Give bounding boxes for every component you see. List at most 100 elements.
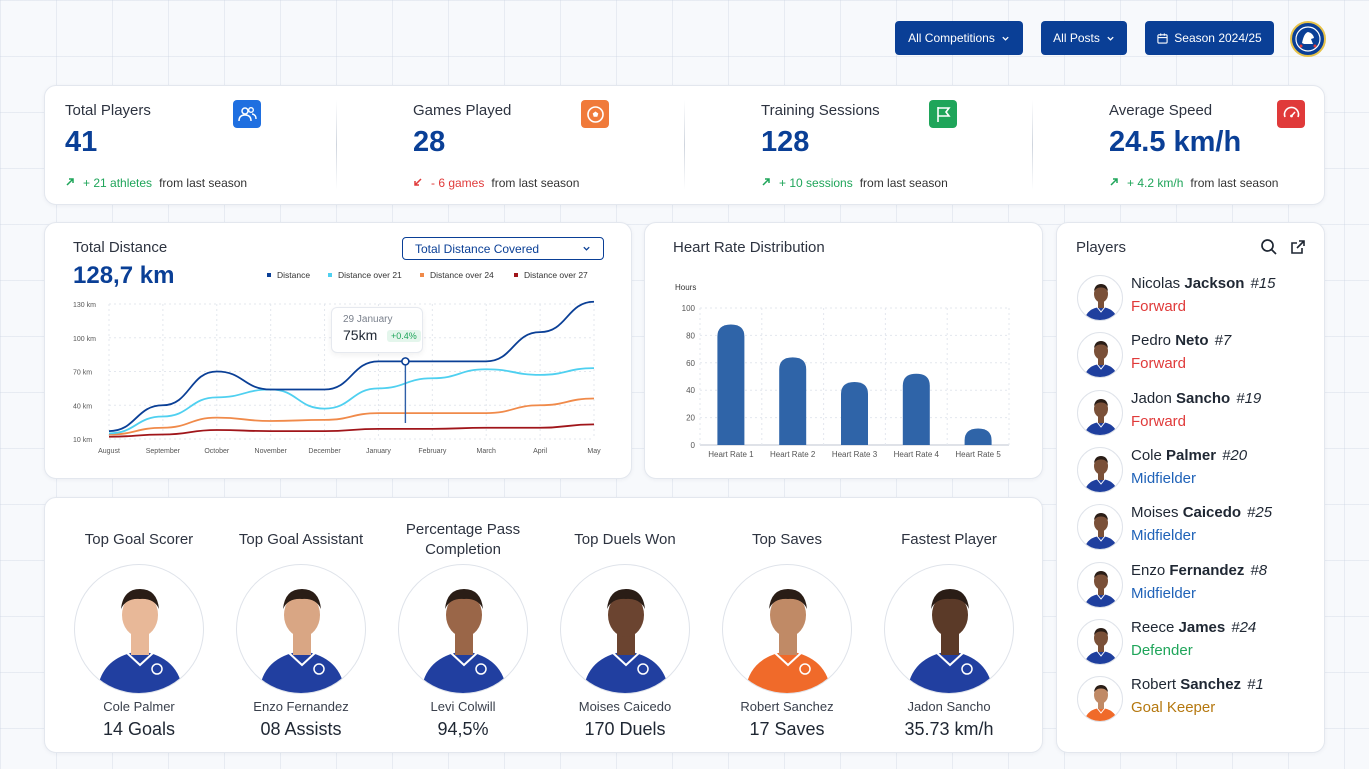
player-number: #25 (1247, 504, 1273, 522)
player-first-name: Nicolas (1131, 275, 1185, 292)
avatar (1077, 504, 1123, 551)
y-tick-label: 100 (682, 304, 696, 313)
performer-photo (560, 564, 690, 694)
posts-dropdown[interactable]: All Posts (1041, 21, 1127, 55)
player-number: #15 (1250, 275, 1276, 292)
x-tick-label: September (146, 448, 181, 455)
top-performer: Top Goal Assistant Enzo Fernandez 08 Assis… (227, 498, 375, 748)
player-list-item[interactable]: Moises Caicedo #25 Midfielder (1075, 504, 1315, 556)
y-tick-label: 100 km (73, 336, 96, 343)
x-tick-label: October (204, 448, 230, 455)
player-last-name: Caicedo (1182, 504, 1242, 522)
y-tick-label: 0 (691, 441, 696, 450)
y-tick-label: 70 km (73, 370, 92, 377)
heart-rate-bar-chart: Hours 100 80 60 40 20 0 Heart Rate 1 Heart Rate … (675, 283, 1010, 459)
player-list-item[interactable]: Pedro Neto #7 Forward (1075, 332, 1315, 384)
performer-value: 94,5% (437, 719, 489, 739)
player-list-item[interactable]: Cole Palmer #20 Midfielder (1075, 446, 1315, 499)
performer-name: Levi Colwill (430, 699, 496, 714)
x-tick-label: August (98, 448, 120, 455)
hover-point (401, 357, 410, 366)
performer-category: Top Goal Scorer (84, 531, 194, 548)
bar (902, 373, 930, 445)
player-name: Nicolas Jackson #15 (1131, 275, 1275, 292)
x-tick-label: Heart Rate 1 (708, 450, 754, 459)
x-tick-label: Heart Rate 5 (955, 450, 1001, 459)
stat-change-suffix: from last season (491, 176, 580, 190)
stat-value: 41 (65, 126, 98, 158)
player-number: #1 (1247, 676, 1264, 694)
tooltip-date: 29 January (343, 314, 393, 325)
player-last-name: Neto (1175, 332, 1209, 350)
stat-label: Total Players (65, 102, 151, 119)
player-first-name: Pedro (1131, 332, 1176, 350)
y-tick-label: 40 km (73, 403, 92, 410)
player-list-item[interactable]: Reece James #24 Defender (1075, 618, 1315, 671)
performer-value: 35.73 km/h (904, 719, 994, 739)
performer-category: Top Saves (751, 531, 823, 548)
stat-3: Training Sessions 128 + 10 sessions from la… (741, 86, 1041, 204)
series-line (108, 300, 595, 433)
legend-label: Distance over 27 (524, 270, 588, 280)
legend-marker (328, 273, 332, 277)
avatar (1077, 389, 1123, 436)
distance-metric-dropdown[interactable]: Total Distance Covered (402, 237, 604, 260)
open-external-icon[interactable] (1290, 239, 1306, 255)
y-tick-label: 80 (686, 331, 695, 340)
stat-value: 128 (761, 126, 810, 158)
performer-photo (884, 564, 1014, 694)
stat-change-suffix: from last season (859, 176, 948, 190)
competitions-dropdown[interactable]: All Competitions (895, 21, 1023, 55)
stat-change: + 10 sessions from last season (761, 176, 948, 190)
x-tick-label: Heart Rate 2 (770, 450, 816, 459)
performer-name: Cole Palmer (103, 699, 175, 714)
lion-crest-icon (1295, 26, 1321, 52)
top-performer: Fastest Player Jadon Sancho 35.73 km/h (875, 498, 1023, 748)
player-last-name: Sanchez (1180, 676, 1242, 694)
player-list-item[interactable]: Nicolas Jackson #15 Forward (1075, 275, 1315, 327)
player-position: Forward (1131, 412, 1187, 430)
stat-2: Games Played 28 - 6 games from last season (393, 86, 693, 204)
player-last-name: Fernandez (1169, 561, 1245, 579)
performer-name: Robert Sanchez (740, 699, 834, 714)
stat-change: + 4.2 km/h from last season (1109, 176, 1278, 190)
bar (779, 357, 807, 445)
arrow-up-right-icon (1109, 176, 1123, 190)
chevron-down-icon (1107, 36, 1114, 41)
legend-marker (267, 273, 271, 277)
player-position: Goal Keeper (1131, 699, 1216, 717)
avatar (1077, 676, 1123, 723)
legend-label: Distance over 24 (430, 270, 494, 280)
avatar (1077, 446, 1123, 493)
performer-category: Top Duels Won (574, 531, 676, 548)
season-label: Season 2024/25 (1174, 31, 1262, 45)
player-first-name: Cole (1131, 446, 1167, 464)
y-tick-label: 20 (686, 414, 695, 423)
stat-divider (336, 100, 337, 190)
stat-change-suffix: from last season (159, 176, 248, 190)
stat-value: 28 (413, 126, 446, 158)
x-tick-label: April (533, 448, 547, 455)
stat-change-value: + 21 athletes (83, 176, 153, 190)
season-selector[interactable]: Season 2024/25 (1145, 21, 1274, 55)
player-number: #19 (1236, 389, 1262, 407)
stat-4: Average Speed 24.5 km/h + 4.2 km/h from las… (1089, 86, 1369, 204)
stat-label: Average Speed (1109, 102, 1213, 119)
heart-rate-card: Heart Rate Distribution Hours 100 80 60 40 20… (644, 222, 1043, 479)
players-title: Players (1076, 239, 1127, 256)
arrow-up-right-icon (65, 176, 79, 190)
x-tick-label: May (587, 448, 601, 455)
x-tick-label: Heart Rate 3 (832, 450, 878, 459)
performer-photo (236, 564, 366, 694)
arrow-down-left-icon (413, 176, 427, 190)
x-tick-label: December (308, 448, 341, 455)
player-list-item[interactable]: Jadon Sancho #19 Forward (1075, 389, 1315, 442)
total-distance-card: Total Distance 128,7 km Total Distance C… (44, 222, 632, 479)
player-last-name: Jackson (1184, 275, 1245, 292)
player-number: #8 (1250, 561, 1268, 579)
player-list-item[interactable]: Enzo Fernandez #8 Midfielder (1075, 561, 1315, 614)
player-list-item[interactable]: Robert Sanchez #1 Goal Keeper (1075, 676, 1315, 728)
performer-photo (722, 564, 852, 694)
heart-rate-title: Heart Rate Distribution (673, 239, 825, 256)
search-icon[interactable] (1260, 238, 1278, 256)
